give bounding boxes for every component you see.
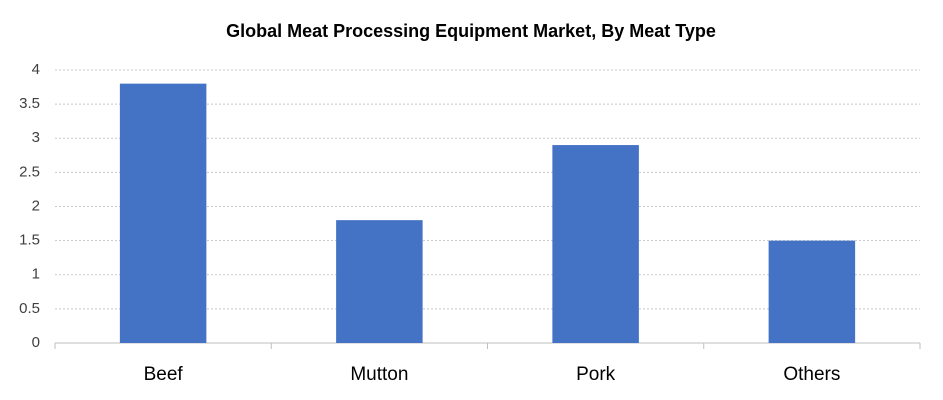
x-tick-label: Others xyxy=(783,364,840,385)
bar xyxy=(768,240,856,343)
y-tick-label: 1.5 xyxy=(19,232,40,249)
y-tick-label: 2.5 xyxy=(19,163,40,180)
x-tick-label: Pork xyxy=(576,364,616,385)
bar xyxy=(336,220,423,343)
chart-title: Global Meat Processing Equipment Market,… xyxy=(226,21,716,41)
y-tick-label: 0.5 xyxy=(19,300,40,317)
y-tick-label: 1 xyxy=(32,266,40,283)
bar xyxy=(552,145,639,343)
bar xyxy=(119,83,207,344)
x-tick-label: Beef xyxy=(144,364,184,385)
y-tick-label: 0 xyxy=(32,334,40,351)
y-tick-label: 3.5 xyxy=(19,95,40,112)
y-tick-label: 2 xyxy=(32,197,40,214)
y-tick-label: 4 xyxy=(32,61,40,78)
x-tick-label: Mutton xyxy=(350,364,408,385)
y-tick-label: 3 xyxy=(32,129,40,146)
